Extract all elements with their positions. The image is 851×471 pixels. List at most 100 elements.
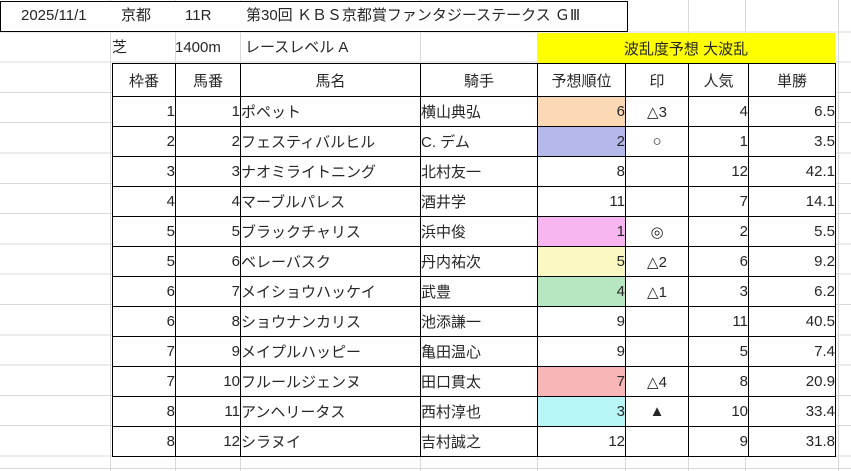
col-header-uma[interactable]: 馬番 [175,63,241,97]
popularity-cell[interactable]: 9 [688,426,749,457]
surface-label[interactable]: 芝 [112,39,128,56]
popularity-cell[interactable]: 10 [688,396,749,427]
chaos-prediction-banner[interactable]: 波乱度予想 大波乱 [537,33,835,63]
popularity-cell[interactable]: 3 [688,276,749,307]
mark-cell[interactable] [625,426,689,457]
odds-cell[interactable]: 20.9 [748,366,836,397]
mark-cell[interactable]: ▲ [625,396,689,427]
jockey-cell[interactable]: 浜中俊 [420,216,538,247]
horse-name-cell[interactable]: ポペット [240,96,421,127]
jockey-cell[interactable]: 西村淳也 [420,396,538,427]
odds-cell[interactable]: 14.1 [748,186,836,217]
rank-cell[interactable]: 5 [537,246,626,277]
waku-cell[interactable]: 6 [112,306,176,337]
rank-cell[interactable]: 3 [537,396,626,427]
horse-name-cell[interactable]: ショウナンカリス [240,306,421,337]
horse-name-cell[interactable]: ブラックチャリス [240,216,421,247]
col-header-mark[interactable]: 印 [625,63,689,97]
jockey-cell[interactable]: 丹内祐次 [420,246,538,277]
horse-name-cell[interactable]: メイショウハッケイ [240,276,421,307]
popularity-cell[interactable]: 7 [688,186,749,217]
race-level-label[interactable]: レースレベル A [245,39,349,56]
jockey-cell[interactable]: 北村友一 [420,156,538,187]
jockey-cell[interactable]: C. デム [420,126,538,157]
odds-cell[interactable]: 9.2 [748,246,836,277]
uma-cell[interactable]: 5 [175,216,241,247]
distance-label[interactable]: 1400m [175,39,221,56]
jockey-cell[interactable]: 武豊 [420,276,538,307]
odds-cell[interactable]: 33.4 [748,396,836,427]
waku-cell[interactable]: 1 [112,96,176,127]
uma-cell[interactable]: 8 [175,306,241,337]
jockey-cell[interactable]: 田口貫太 [420,366,538,397]
race-title[interactable]: 第30回 ＫＢＳ京都賞ファンタジーステークス ＧⅢ [246,7,581,24]
odds-cell[interactable]: 3.5 [748,126,836,157]
jockey-cell[interactable]: 吉村誠之 [420,426,538,457]
waku-cell[interactable]: 8 [112,426,176,457]
horse-name-cell[interactable]: フェスティバルヒル [240,126,421,157]
popularity-cell[interactable]: 6 [688,246,749,277]
col-header-waku[interactable]: 枠番 [112,63,176,97]
col-header-odds[interactable]: 単勝 [748,63,836,97]
odds-cell[interactable]: 5.5 [748,216,836,247]
horse-name-cell[interactable]: シラヌイ [240,426,421,457]
mark-cell[interactable]: △2 [625,246,689,277]
horse-name-cell[interactable]: ナオミライトニング [240,156,421,187]
waku-cell[interactable]: 3 [112,156,176,187]
popularity-cell[interactable]: 5 [688,336,749,367]
uma-cell[interactable]: 4 [175,186,241,217]
waku-cell[interactable]: 4 [112,186,176,217]
mark-cell[interactable] [625,156,689,187]
mark-cell[interactable] [625,336,689,367]
uma-cell[interactable]: 12 [175,426,241,457]
rank-cell[interactable]: 2 [537,126,626,157]
uma-cell[interactable]: 3 [175,156,241,187]
uma-cell[interactable]: 10 [175,366,241,397]
popularity-cell[interactable]: 12 [688,156,749,187]
col-header-popularity[interactable]: 人気 [688,63,749,97]
uma-cell[interactable]: 6 [175,246,241,277]
uma-cell[interactable]: 11 [175,396,241,427]
odds-cell[interactable]: 40.5 [748,306,836,337]
waku-cell[interactable]: 6 [112,276,176,307]
mark-cell[interactable]: ◎ [625,216,689,247]
popularity-cell[interactable]: 2 [688,216,749,247]
uma-cell[interactable]: 1 [175,96,241,127]
jockey-cell[interactable]: 酒井学 [420,186,538,217]
horse-name-cell[interactable]: マーブルパレス [240,186,421,217]
horse-name-cell[interactable]: アンヘリータス [240,396,421,427]
mark-cell[interactable]: △4 [625,366,689,397]
col-header-rank[interactable]: 予想順位 [537,63,626,97]
mark-cell[interactable]: △3 [625,96,689,127]
race-date[interactable]: 2025/11/1 [21,7,87,24]
mark-cell[interactable] [625,306,689,337]
rank-cell[interactable]: 9 [537,306,626,337]
horse-name-cell[interactable]: フルールジェンヌ [240,366,421,397]
rank-cell[interactable]: 8 [537,156,626,187]
odds-cell[interactable]: 31.8 [748,426,836,457]
rank-cell[interactable]: 7 [537,366,626,397]
waku-cell[interactable]: 7 [112,336,176,367]
waku-cell[interactable]: 5 [112,216,176,247]
race-number[interactable]: 11R [185,7,212,24]
waku-cell[interactable]: 2 [112,126,176,157]
rank-cell[interactable]: 12 [537,426,626,457]
col-header-name[interactable]: 馬名 [240,63,421,97]
rank-cell[interactable]: 1 [537,216,626,247]
popularity-cell[interactable]: 4 [688,96,749,127]
rank-cell[interactable]: 9 [537,336,626,367]
waku-cell[interactable]: 8 [112,396,176,427]
popularity-cell[interactable]: 1 [688,126,749,157]
rank-cell[interactable]: 4 [537,276,626,307]
odds-cell[interactable]: 6.2 [748,276,836,307]
waku-cell[interactable]: 5 [112,246,176,277]
jockey-cell[interactable]: 池添謙一 [420,306,538,337]
horse-name-cell[interactable]: メイプルハッピー [240,336,421,367]
mark-cell[interactable] [625,186,689,217]
col-header-jockey[interactable]: 騎手 [420,63,538,97]
odds-cell[interactable]: 6.5 [748,96,836,127]
uma-cell[interactable]: 9 [175,336,241,367]
popularity-cell[interactable]: 8 [688,366,749,397]
uma-cell[interactable]: 2 [175,126,241,157]
odds-cell[interactable]: 7.4 [748,336,836,367]
